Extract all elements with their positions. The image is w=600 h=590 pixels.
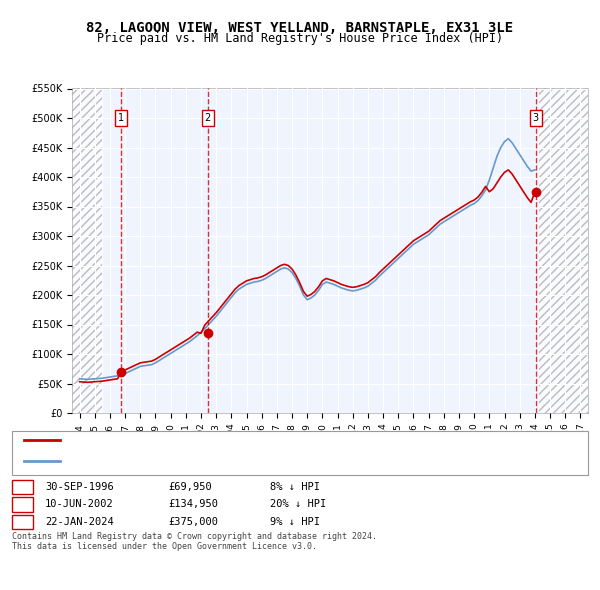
- Bar: [539, 88, 588, 413]
- Text: 30-SEP-1996: 30-SEP-1996: [45, 482, 114, 491]
- Text: 2: 2: [19, 500, 26, 509]
- Text: £134,950: £134,950: [168, 500, 218, 509]
- Bar: [72, 88, 103, 413]
- Text: Contains HM Land Registry data © Crown copyright and database right 2024.: Contains HM Land Registry data © Crown c…: [12, 532, 377, 541]
- Text: 82, LAGOON VIEW, WEST YELLAND, BARNSTAPLE, EX31 3LE (detached house): 82, LAGOON VIEW, WEST YELLAND, BARNSTAPL…: [66, 435, 431, 444]
- Text: £69,950: £69,950: [168, 482, 212, 491]
- Bar: [72, 88, 103, 413]
- Text: 3: 3: [19, 517, 26, 527]
- Text: Price paid vs. HM Land Registry's House Price Index (HPI): Price paid vs. HM Land Registry's House …: [97, 32, 503, 45]
- Text: 22-JAN-2024: 22-JAN-2024: [45, 517, 114, 527]
- Bar: [539, 88, 588, 413]
- Text: 2: 2: [205, 113, 211, 123]
- Text: £375,000: £375,000: [168, 517, 218, 527]
- Text: 8% ↓ HPI: 8% ↓ HPI: [270, 482, 320, 491]
- Text: 1: 1: [118, 113, 124, 123]
- Text: 1: 1: [19, 482, 26, 491]
- Text: HPI: Average price, detached house, North Devon: HPI: Average price, detached house, Nort…: [66, 457, 319, 466]
- Text: 10-JUN-2002: 10-JUN-2002: [45, 500, 114, 509]
- Text: 20% ↓ HPI: 20% ↓ HPI: [270, 500, 326, 509]
- Text: This data is licensed under the Open Government Licence v3.0.: This data is licensed under the Open Gov…: [12, 542, 317, 550]
- Text: 3: 3: [533, 113, 539, 123]
- Text: 82, LAGOON VIEW, WEST YELLAND, BARNSTAPLE, EX31 3LE: 82, LAGOON VIEW, WEST YELLAND, BARNSTAPL…: [86, 21, 514, 35]
- Text: 9% ↓ HPI: 9% ↓ HPI: [270, 517, 320, 527]
